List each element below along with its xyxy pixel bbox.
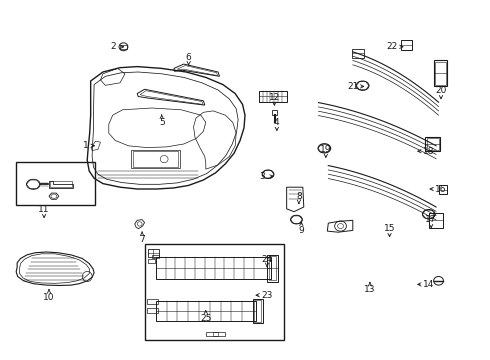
Text: 5: 5 [159, 118, 165, 127]
Text: 9: 9 [298, 226, 304, 235]
Bar [427, 138, 439, 150]
Bar [213, 332, 218, 336]
Bar [50, 181, 72, 187]
Bar [206, 332, 225, 336]
Bar [425, 137, 440, 151]
Bar [439, 185, 447, 194]
Bar [156, 257, 271, 279]
Text: 10: 10 [43, 292, 55, 302]
Text: 3: 3 [259, 172, 265, 181]
Bar [145, 244, 284, 340]
Bar [269, 256, 276, 280]
Text: 14: 14 [423, 280, 435, 289]
Bar [267, 255, 278, 282]
Bar [148, 259, 155, 263]
Text: 4: 4 [274, 118, 280, 127]
Bar [120, 45, 127, 49]
Bar [133, 151, 178, 167]
Bar [147, 308, 158, 313]
Text: 8: 8 [296, 192, 302, 201]
Bar [259, 91, 287, 102]
Text: 23: 23 [261, 291, 273, 300]
Text: 16: 16 [435, 184, 447, 194]
Bar [352, 49, 364, 58]
Bar [16, 162, 95, 205]
Text: 1: 1 [83, 141, 89, 150]
Text: 20: 20 [435, 86, 447, 95]
Text: 25: 25 [200, 314, 212, 323]
Bar [434, 60, 447, 86]
Text: 12: 12 [269, 93, 280, 102]
Text: 7: 7 [139, 235, 145, 244]
Bar [435, 62, 446, 85]
Bar [401, 40, 412, 50]
Bar [156, 301, 256, 321]
Text: 11: 11 [38, 205, 50, 214]
Text: 21: 21 [347, 82, 359, 91]
Text: 18: 18 [423, 147, 435, 156]
Text: 13: 13 [364, 285, 376, 294]
Text: 2: 2 [110, 42, 116, 51]
Bar [272, 110, 277, 115]
Text: 24: 24 [262, 255, 272, 264]
Bar [131, 150, 180, 168]
Bar [254, 300, 261, 322]
Text: 17: 17 [425, 215, 437, 224]
Bar [429, 213, 443, 228]
Text: 19: 19 [320, 145, 332, 154]
Text: 15: 15 [384, 224, 395, 233]
Bar [147, 299, 158, 304]
Bar [152, 255, 159, 258]
Text: 22: 22 [387, 42, 397, 51]
Bar [253, 299, 263, 323]
Text: 6: 6 [186, 53, 192, 62]
Bar [148, 249, 159, 257]
